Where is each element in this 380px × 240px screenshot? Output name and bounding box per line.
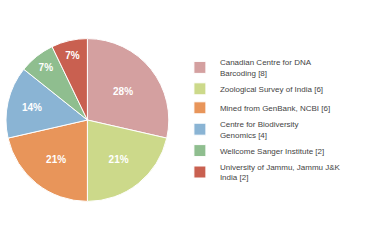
svg-text:Mined from GenBank, NCBI [6]: Mined from GenBank, NCBI [6] bbox=[220, 104, 330, 113]
svg-text:Canadian Centre for DNABarcodi: Canadian Centre for DNABarcoding [8] bbox=[220, 58, 312, 77]
svg-text:Centre for BiodiversityGenomic: Centre for BiodiversityGenomics [4] bbox=[220, 120, 299, 139]
svg-text:21%: 21% bbox=[46, 154, 66, 165]
svg-text:University of Jammu, Jammu J&K: University of Jammu, Jammu J&KIndia [2] bbox=[220, 163, 341, 182]
svg-text:7%: 7% bbox=[39, 62, 54, 73]
svg-text:Zoological Survey of India [6]: Zoological Survey of India [6] bbox=[220, 85, 323, 94]
svg-text:28%: 28% bbox=[113, 86, 133, 97]
svg-text:14%: 14% bbox=[22, 102, 42, 113]
svg-text:21%: 21% bbox=[109, 154, 129, 165]
svg-text:7%: 7% bbox=[65, 50, 80, 61]
svg-text:Wellcome Sanger Institute [2]: Wellcome Sanger Institute [2] bbox=[220, 147, 324, 156]
